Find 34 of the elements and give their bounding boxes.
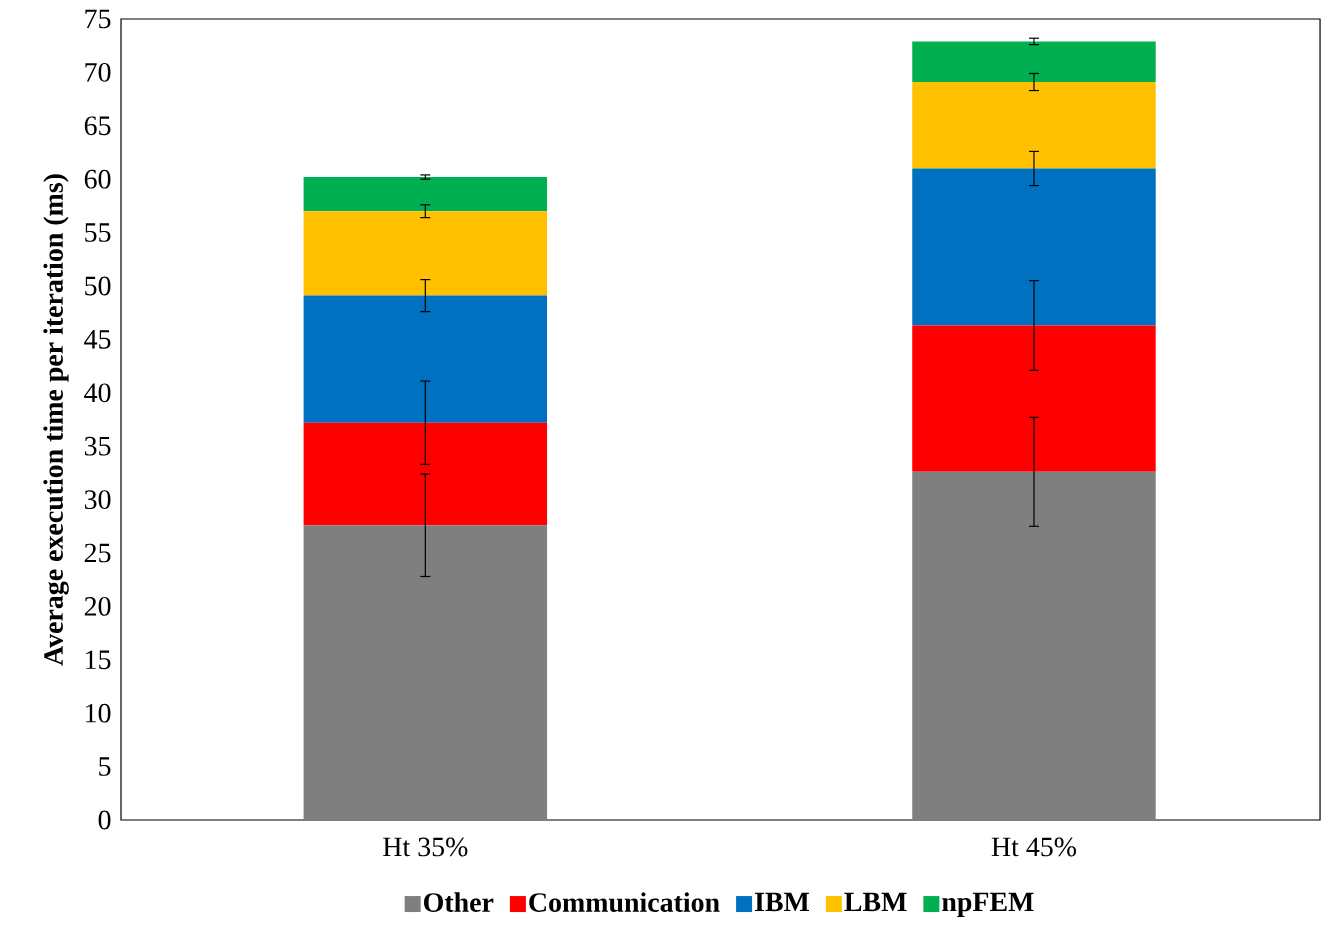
bar bbox=[303, 295, 548, 423]
bar bbox=[303, 177, 548, 212]
y-tick-label: 0 bbox=[98, 810, 111, 830]
bar bbox=[303, 422, 548, 526]
y-axis-title: Average execution time per iteration (ms) bbox=[43, 174, 69, 666]
y-tick-label: 40 bbox=[84, 383, 111, 403]
bar bbox=[303, 211, 548, 296]
y-tick-label: 45 bbox=[84, 330, 111, 349]
bar bbox=[912, 471, 1156, 820]
legend-label: IBM bbox=[755, 892, 810, 912]
bar bbox=[912, 168, 1156, 326]
bar bbox=[912, 82, 1156, 169]
legend-label: LBM bbox=[844, 892, 907, 912]
bar bbox=[303, 525, 548, 820]
y-tick-label: 35 bbox=[84, 436, 111, 456]
legend-label: npFEM bbox=[942, 892, 1034, 918]
y-tick-label: 70 bbox=[85, 62, 111, 82]
y-tick-label: 30 bbox=[84, 490, 111, 509]
bar bbox=[912, 41, 1156, 82]
y-tick-label: 25 bbox=[84, 543, 111, 563]
y-tick-label: 5 bbox=[99, 757, 111, 776]
y-tick-label: 65 bbox=[84, 116, 111, 136]
y-tick-label: 55 bbox=[85, 223, 111, 242]
y-tick-label: 15 bbox=[86, 650, 111, 670]
y-tick-label: 20 bbox=[84, 596, 111, 616]
y-tick-label: 60 bbox=[84, 169, 111, 189]
x-tick-label: Ht 35% bbox=[383, 837, 468, 857]
y-tick-label: 10 bbox=[86, 703, 111, 723]
bar bbox=[912, 325, 1156, 472]
x-tick-label: Ht 45% bbox=[991, 837, 1077, 857]
y-tick-label: 75 bbox=[85, 9, 111, 29]
legend-label: Communication bbox=[529, 892, 720, 912]
legend-label: Other bbox=[424, 892, 494, 912]
y-tick-label: 50 bbox=[85, 276, 111, 296]
